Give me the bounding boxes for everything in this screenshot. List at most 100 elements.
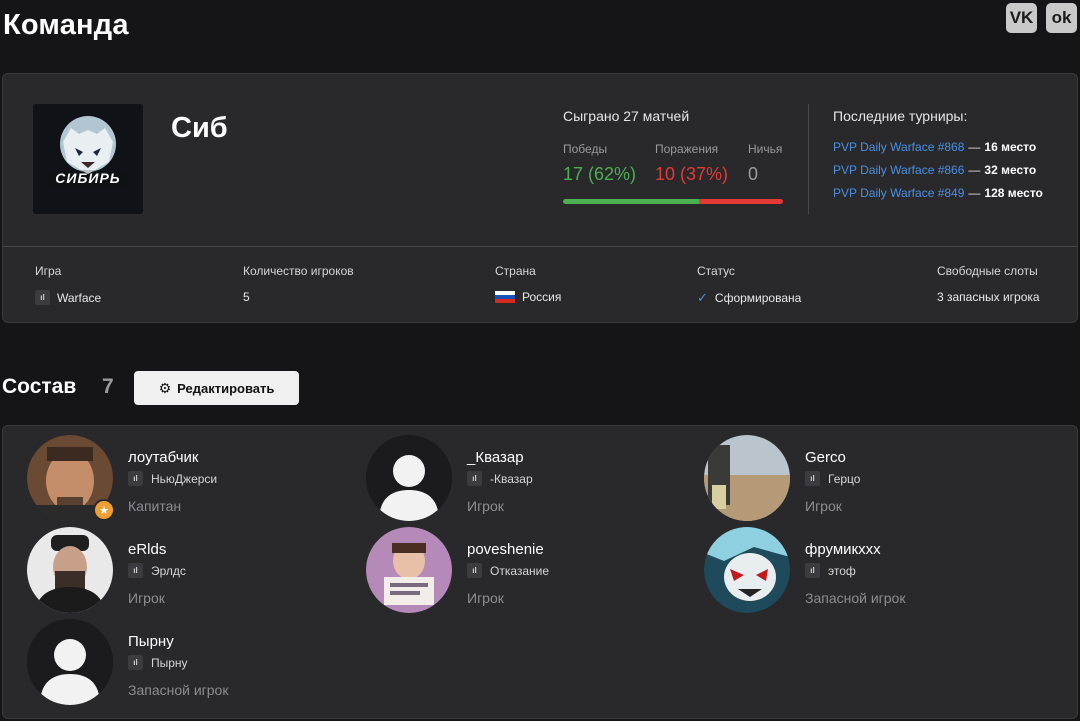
- edit-button-label: Редактировать: [177, 380, 275, 396]
- roster-count: 7: [102, 375, 114, 398]
- odnoklassniki-icon[interactable]: ok: [1046, 3, 1077, 33]
- slots-value: 3 запасных игрока: [937, 290, 1040, 304]
- avatar[interactable]: [27, 619, 113, 705]
- avatar[interactable]: [704, 435, 790, 521]
- roster-list: ★ лоутабчик ıl НьюДжерси Капитан _Квазар …: [2, 425, 1078, 719]
- member-nick: -Квазар: [490, 471, 533, 486]
- member-card: фрумикххх ıl этоф Запасной игрок: [704, 527, 1034, 615]
- game-label: Игра: [35, 264, 62, 278]
- member-name[interactable]: _Квазар: [467, 449, 524, 466]
- matches-played: Сыграно 27 матчей: [563, 108, 690, 124]
- member-name[interactable]: фрумикххх: [805, 541, 881, 558]
- member-name[interactable]: eRlds: [128, 541, 167, 558]
- warface-game-icon: ıl: [467, 563, 482, 578]
- info-country: Страна Россия: [495, 264, 561, 304]
- team-name: Сиб: [171, 112, 228, 144]
- country-label: Страна: [495, 264, 536, 278]
- star-icon: ★: [93, 499, 115, 521]
- roster-title: Состав: [2, 375, 77, 398]
- win-loss-bar: [563, 199, 783, 204]
- avatar[interactable]: [27, 435, 113, 521]
- tournament-link[interactable]: PVP Daily Warface #849: [833, 186, 965, 200]
- players-label: Количество игроков: [243, 264, 354, 278]
- member-card: _Квазар ıl -Квазар Игрок: [366, 435, 696, 523]
- team-logo-text: СИБИРЬ: [55, 170, 121, 186]
- losses-stat: Поражения 10 (37%): [655, 142, 748, 185]
- warface-game-icon: ıl: [128, 471, 143, 486]
- bear-logo-icon: [33, 104, 143, 214]
- member-nick: Отказание: [490, 563, 550, 578]
- member-card: ★ лоутабчик ıl НьюДжерси Капитан: [27, 435, 357, 523]
- member-name[interactable]: Пырну: [128, 633, 174, 650]
- team-logo: СИБИРЬ: [33, 104, 143, 214]
- check-icon: ✓: [697, 290, 708, 305]
- member-nick: НьюДжерси: [151, 471, 218, 486]
- warface-game-icon: ıl: [467, 471, 482, 486]
- game-value[interactable]: Warface: [57, 290, 102, 305]
- member-nick: Пырну: [151, 655, 188, 670]
- warface-game-icon: ıl: [128, 655, 143, 670]
- draws-value: 0: [748, 164, 759, 184]
- member-role: Запасной игрок: [805, 590, 906, 606]
- member-name[interactable]: Gerco: [805, 449, 846, 466]
- tournament-place: 16 место: [984, 140, 1037, 154]
- avatar[interactable]: [366, 527, 452, 613]
- tournament-link[interactable]: PVP Daily Warface #868: [833, 140, 965, 154]
- info-game: Игра ıl Warface: [35, 264, 101, 305]
- tournament-item: PVP Daily Warface #868—16 место: [833, 140, 1037, 154]
- vk-icon[interactable]: VK: [1006, 3, 1037, 33]
- match-stats: Сыграно 27 матчей Победы 17 (62%) Пораже…: [563, 108, 785, 204]
- member-role: Игрок: [467, 590, 504, 606]
- tournament-item: PVP Daily Warface #866—32 место: [833, 163, 1037, 177]
- draws-label: Ничья: [748, 142, 783, 156]
- loss-bar: [699, 199, 783, 204]
- default-avatar-icon: [366, 435, 452, 521]
- warface-game-icon: ıl: [128, 563, 143, 578]
- draws-stat: Ничья 0: [748, 142, 782, 185]
- member-name[interactable]: poveshenie: [467, 541, 544, 558]
- wins-label: Победы: [563, 142, 608, 156]
- warface-game-icon: ıl: [805, 471, 820, 486]
- member-name[interactable]: лоутабчик: [128, 449, 199, 466]
- warface-game-icon: ıl: [805, 563, 820, 578]
- member-card: eRlds ıl Эрлдс Игрок: [27, 527, 357, 615]
- social-links: VK ok: [1006, 3, 1077, 33]
- tournament-item: PVP Daily Warface #849—128 место: [833, 186, 1043, 200]
- member-nick: Эрлдс: [151, 563, 186, 578]
- country-value: Россия: [522, 290, 562, 304]
- edit-button[interactable]: ⚙ Редактировать: [134, 371, 299, 405]
- wins-value: 17 (62%): [563, 164, 637, 184]
- avatar[interactable]: [27, 527, 113, 613]
- default-avatar-icon: [27, 619, 113, 705]
- recent-tournaments: Последние турниры: PVP Daily Warface #86…: [833, 108, 1043, 209]
- tournaments-title: Последние турниры:: [833, 108, 968, 124]
- member-card: Gerco ıl Герцо Игрок: [704, 435, 1034, 523]
- tournament-link[interactable]: PVP Daily Warface #866: [833, 163, 965, 177]
- member-role: Капитан: [128, 498, 182, 514]
- russia-flag-icon: [495, 290, 515, 304]
- losses-label: Поражения: [655, 142, 719, 156]
- info-status: Статус ✓ Сформирована: [697, 264, 801, 306]
- member-card: Пырну ıl Пырну Запасной игрок: [27, 619, 357, 707]
- wins-stat: Победы 17 (62%): [563, 142, 655, 185]
- status-label: Статус: [697, 264, 735, 278]
- member-nick: этоф: [828, 563, 856, 578]
- divider: [3, 246, 1077, 247]
- avatar[interactable]: [366, 435, 452, 521]
- member-role: Игрок: [128, 590, 165, 606]
- member-role: Запасной игрок: [128, 682, 229, 698]
- member-role: Игрок: [467, 498, 504, 514]
- divider: [808, 104, 809, 214]
- team-card: СИБИРЬ Сиб Сыграно 27 матчей Победы 17 (…: [2, 73, 1078, 323]
- warface-game-icon: ıl: [35, 290, 50, 305]
- avatar[interactable]: [704, 527, 790, 613]
- info-players: Количество игроков 5: [243, 264, 354, 304]
- tournament-place: 128 место: [984, 186, 1043, 200]
- page-title: Команда: [3, 9, 129, 41]
- losses-value: 10 (37%): [655, 164, 729, 184]
- member-card: poveshenie ıl Отказание Игрок: [366, 527, 696, 615]
- players-value: 5: [243, 290, 250, 304]
- tournament-place: 32 место: [984, 163, 1037, 177]
- info-slots: Свободные слоты 3 запасных игрока: [937, 264, 1040, 304]
- member-nick: Герцо: [828, 471, 861, 486]
